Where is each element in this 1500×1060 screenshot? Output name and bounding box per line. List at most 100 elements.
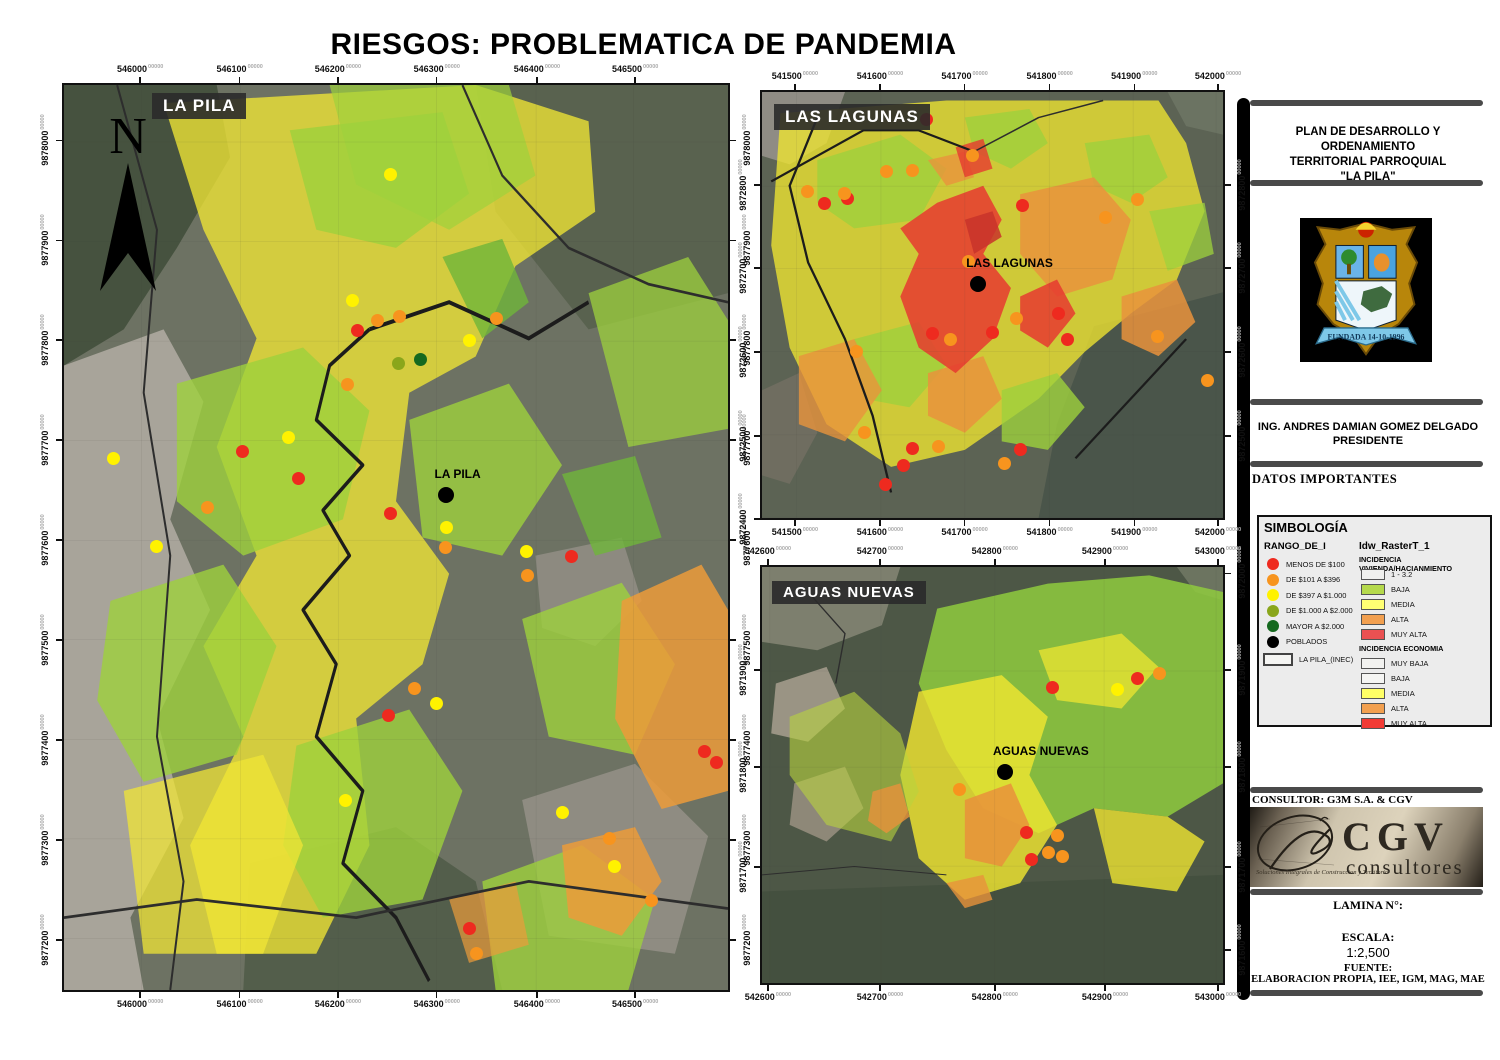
legend-raster-label: MUY BAJA xyxy=(1391,658,1429,668)
axis-label: 54620000000 xyxy=(314,64,362,74)
legend-point-swatch xyxy=(1267,620,1279,632)
legend-point-item: DE $1.000 A $2.000 xyxy=(1267,604,1353,618)
axis-label: 54280000000 xyxy=(971,992,1018,1002)
axis-label: 987800000000 xyxy=(742,114,752,166)
axis-label: 54170000000 xyxy=(941,71,988,81)
incidence-point-yellow xyxy=(463,333,477,347)
axis-tick xyxy=(435,992,438,998)
incidence-point-orange xyxy=(880,164,894,178)
legend-point-label: DE $397 A $1.000 xyxy=(1286,590,1347,600)
axis-tick xyxy=(963,84,966,90)
map-imagery xyxy=(762,92,1223,518)
legend-raster-label: MUY ALTA xyxy=(1391,718,1427,728)
legend-section-header: INCIDENCIA VIVIENDA/HACIANMIENTO xyxy=(1359,555,1453,573)
axis-label: 987720000000 xyxy=(742,914,752,966)
incidence-point-yellow xyxy=(555,806,569,820)
incidence-point-orange xyxy=(392,310,406,324)
incidence-point-red xyxy=(817,197,831,211)
incidence-point-red xyxy=(1014,443,1028,457)
axis-label: 54300000000 xyxy=(1194,992,1242,1002)
legend-raster-item: ALTA xyxy=(1361,612,1409,626)
incidence-point-yellow xyxy=(1111,683,1125,697)
legend-point-label: POBLADOS xyxy=(1286,637,1328,646)
incidence-point-orange xyxy=(1056,850,1070,864)
axis-tick xyxy=(754,435,760,437)
plan-title-line: PLAN DE DESARROLLO Y ORDENAMIENTO xyxy=(1295,126,1441,153)
axis-label: 54190000000 xyxy=(1111,527,1158,537)
president-block: ING. ANDRES DAMIAN GOMEZ DELGADO PRESIDE… xyxy=(1253,420,1483,448)
fuente-value: ELABORACION PROPIA, IEE, IGM, MAG, MAE xyxy=(1251,974,1485,985)
legend-point-item: DE $101 A $396 xyxy=(1267,573,1340,587)
incidence-point-yellow xyxy=(345,293,359,307)
legend-raster-swatch xyxy=(1361,672,1385,684)
axis-tick xyxy=(1225,766,1231,768)
incidence-point-red xyxy=(878,477,892,491)
incidence-point-orange xyxy=(1051,828,1064,842)
axis-tick xyxy=(730,139,736,142)
axis-label: 987250000000 xyxy=(1237,410,1247,462)
incidence-point-orange xyxy=(1151,329,1165,343)
axis-tick xyxy=(139,992,141,998)
axis-label: 987730000000 xyxy=(40,814,50,866)
legend-raster-label: BAJA xyxy=(1391,584,1410,594)
axis-tick xyxy=(1225,351,1231,353)
divider-bar xyxy=(1250,461,1483,467)
incidence-point-orange xyxy=(490,311,504,325)
legend-point-item: POBLADOS xyxy=(1267,635,1327,649)
axis-tick xyxy=(730,839,736,841)
incidence-point-red xyxy=(1060,332,1074,346)
legend-point-item: MENOS DE $100 xyxy=(1267,557,1345,571)
divider-bar xyxy=(1250,787,1483,793)
axis-label: 987160000000 xyxy=(1237,924,1247,976)
incidence-point-orange xyxy=(966,149,980,163)
axis-tick xyxy=(963,520,966,526)
axis-tick xyxy=(879,559,881,565)
axis-label: 54650000000 xyxy=(611,999,659,1009)
logo-sketch xyxy=(1256,814,1335,872)
axis-label: 987270000000 xyxy=(738,242,748,294)
president-name: ING. ANDRES DAMIAN GOMEZ DELGADO xyxy=(1257,421,1479,433)
axis-tick xyxy=(754,866,760,868)
axis-tick xyxy=(994,559,996,565)
axis-label: 987180000000 xyxy=(738,741,748,793)
incidence-point-orange xyxy=(962,255,976,269)
axis-tick xyxy=(1217,559,1219,565)
axis-tick xyxy=(1225,572,1231,575)
axis-label: 54270000000 xyxy=(856,546,904,556)
incidence-point-orange xyxy=(200,501,214,515)
axis-tick xyxy=(1133,84,1136,90)
incidence-point-red xyxy=(1020,825,1034,839)
incidence-point-orange xyxy=(645,893,659,907)
incidence-point-red xyxy=(382,709,396,723)
axis-tick xyxy=(435,77,438,83)
axis-label: 54640000000 xyxy=(513,64,561,74)
legend-raster-label: MEDIA xyxy=(1391,599,1415,609)
axis-tick xyxy=(1133,520,1136,526)
axis-tick xyxy=(730,539,736,541)
axis-label: 987270000000 xyxy=(1237,242,1247,294)
axis-label: 987750000000 xyxy=(40,614,50,666)
incidence-point-orange xyxy=(857,425,871,439)
axis-tick xyxy=(337,992,339,998)
axis-tick xyxy=(56,139,62,142)
legend-point-label: DE $1.000 A $2.000 xyxy=(1286,606,1353,615)
axis-tick xyxy=(794,520,796,526)
legend-raster-label: BAJA xyxy=(1391,673,1410,683)
incidence-point-orange xyxy=(1200,374,1214,388)
incidence-point-red xyxy=(350,323,364,337)
logo-sub-text: consultores xyxy=(1346,855,1464,879)
divider-bar xyxy=(1250,990,1483,996)
axis-tick xyxy=(56,539,62,541)
axis-label: 987760000000 xyxy=(40,514,50,566)
map-title-chip: LA PILA xyxy=(152,93,247,119)
poblado-label: AGUAS NUEVAS xyxy=(992,744,1089,759)
axis-tick xyxy=(634,992,636,998)
axis-tick xyxy=(56,939,62,941)
legend-point-swatch xyxy=(1267,635,1279,648)
axis-tick xyxy=(754,184,760,186)
svg-text:N: N xyxy=(109,108,147,165)
axis-tick xyxy=(1225,267,1231,269)
axis-tick xyxy=(337,77,339,83)
map-imagery xyxy=(762,567,1223,983)
incidence-point-red xyxy=(1051,307,1065,321)
